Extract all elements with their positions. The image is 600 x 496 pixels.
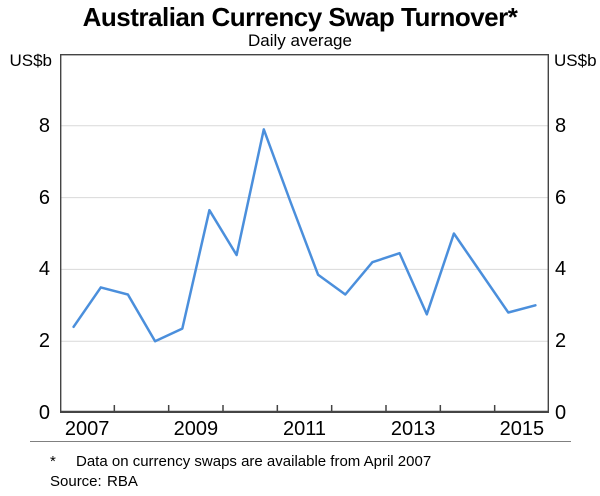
turnover-line-series — [72, 128, 537, 343]
footnote-divider — [30, 441, 571, 442]
x-axis-tick-label: 2009 — [173, 418, 219, 440]
x-axis-tick-label: 2013 — [390, 418, 436, 440]
y-axis-tick-label: 8 — [38, 114, 50, 137]
y-axis-tick-label: 2 — [38, 330, 50, 353]
source-value: RBA — [107, 473, 138, 490]
y-axis-tick-label: 6 — [555, 186, 567, 209]
chart-subtitle: Daily average — [248, 31, 352, 50]
y-axis-unit-left: US$b — [9, 51, 52, 70]
plot-svg — [60, 54, 549, 413]
y-axis-tick-label: 6 — [38, 186, 50, 209]
plot-border — [60, 54, 549, 413]
y-axis-tick-label: 0 — [555, 402, 567, 424]
footnote-marker: * — [50, 453, 56, 470]
y-axis-unit-right: US$b — [554, 51, 597, 70]
y-axis-tick-label: 4 — [38, 258, 50, 281]
source-label: Source: — [50, 473, 102, 490]
y-axis-tick-label: 8 — [555, 114, 567, 137]
chart-title: Australian Currency Swap Turnover* — [82, 2, 518, 32]
y-axis-tick-label: 2 — [555, 330, 567, 353]
footnote-text: Data on currency swaps are available fro… — [76, 453, 432, 470]
x-axis-tick-label: 2011 — [282, 418, 326, 440]
y-axis-tick-label: 0 — [38, 402, 50, 424]
x-axis-tick-label: 2015 — [499, 418, 545, 440]
y-axis-tick-label: 4 — [555, 258, 567, 281]
x-axis-tick-label: 2007 — [64, 418, 110, 440]
